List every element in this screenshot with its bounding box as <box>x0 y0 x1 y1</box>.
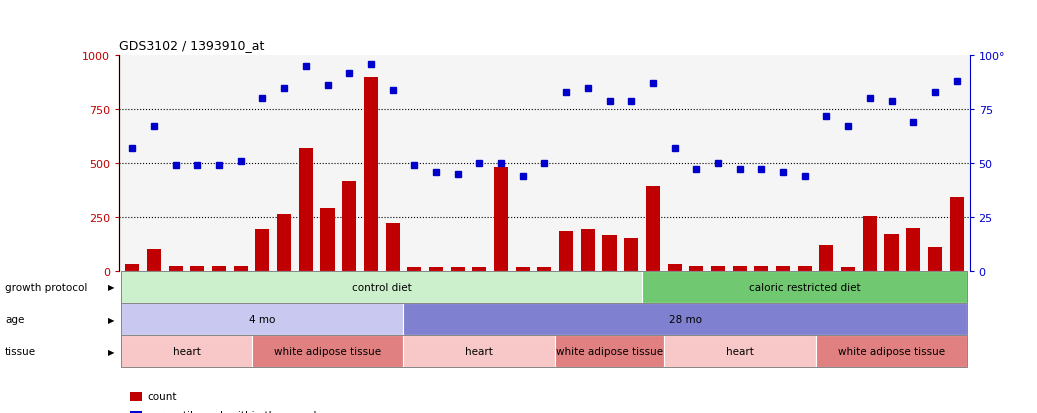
Text: growth protocol: growth protocol <box>5 282 87 292</box>
Text: age: age <box>5 314 25 324</box>
Bar <box>169 267 183 271</box>
Bar <box>690 267 703 271</box>
Bar <box>125 264 139 271</box>
Bar <box>472 268 486 271</box>
Bar <box>408 268 421 271</box>
Text: 28 mo: 28 mo <box>669 314 702 324</box>
Bar <box>624 239 638 271</box>
Bar <box>711 267 725 271</box>
Bar <box>841 268 856 271</box>
Bar <box>668 264 681 271</box>
Bar <box>863 216 877 271</box>
Bar <box>364 78 377 271</box>
Bar <box>776 267 790 271</box>
Text: heart: heart <box>726 347 754 356</box>
Text: 4 mo: 4 mo <box>249 314 276 324</box>
Text: caloric restricted diet: caloric restricted diet <box>749 282 861 292</box>
Bar <box>147 249 161 271</box>
Bar <box>451 268 465 271</box>
Bar <box>320 209 335 271</box>
Bar <box>602 235 617 271</box>
Bar <box>494 168 508 271</box>
Bar <box>386 224 399 271</box>
Text: ▶: ▶ <box>108 315 114 324</box>
Bar <box>950 198 963 271</box>
Text: tissue: tissue <box>5 347 36 356</box>
Bar <box>212 267 226 271</box>
Bar <box>754 267 768 271</box>
Bar <box>797 267 812 271</box>
Bar <box>732 267 747 271</box>
Bar <box>885 235 898 271</box>
Text: GDS3102 / 1393910_at: GDS3102 / 1393910_at <box>119 39 264 52</box>
Text: ▶: ▶ <box>108 282 114 292</box>
Text: white adipose tissue: white adipose tissue <box>274 347 381 356</box>
Bar <box>559 231 573 271</box>
Text: control diet: control diet <box>352 282 412 292</box>
Text: heart: heart <box>172 347 200 356</box>
Text: count: count <box>147 392 176 401</box>
Bar <box>819 245 834 271</box>
Bar <box>537 268 552 271</box>
Bar <box>342 182 357 271</box>
Bar <box>191 267 204 271</box>
Bar <box>515 268 530 271</box>
Text: white adipose tissue: white adipose tissue <box>838 347 945 356</box>
Bar <box>277 214 291 271</box>
Bar <box>581 229 595 271</box>
Text: ▶: ▶ <box>108 347 114 356</box>
Bar <box>255 229 270 271</box>
Text: white adipose tissue: white adipose tissue <box>556 347 663 356</box>
Bar <box>233 267 248 271</box>
Bar <box>646 186 660 271</box>
Text: heart: heart <box>466 347 494 356</box>
Bar <box>299 149 313 271</box>
Text: percentile rank within the sample: percentile rank within the sample <box>147 410 324 413</box>
Bar <box>429 268 443 271</box>
Bar <box>906 228 920 271</box>
Bar <box>928 247 942 271</box>
